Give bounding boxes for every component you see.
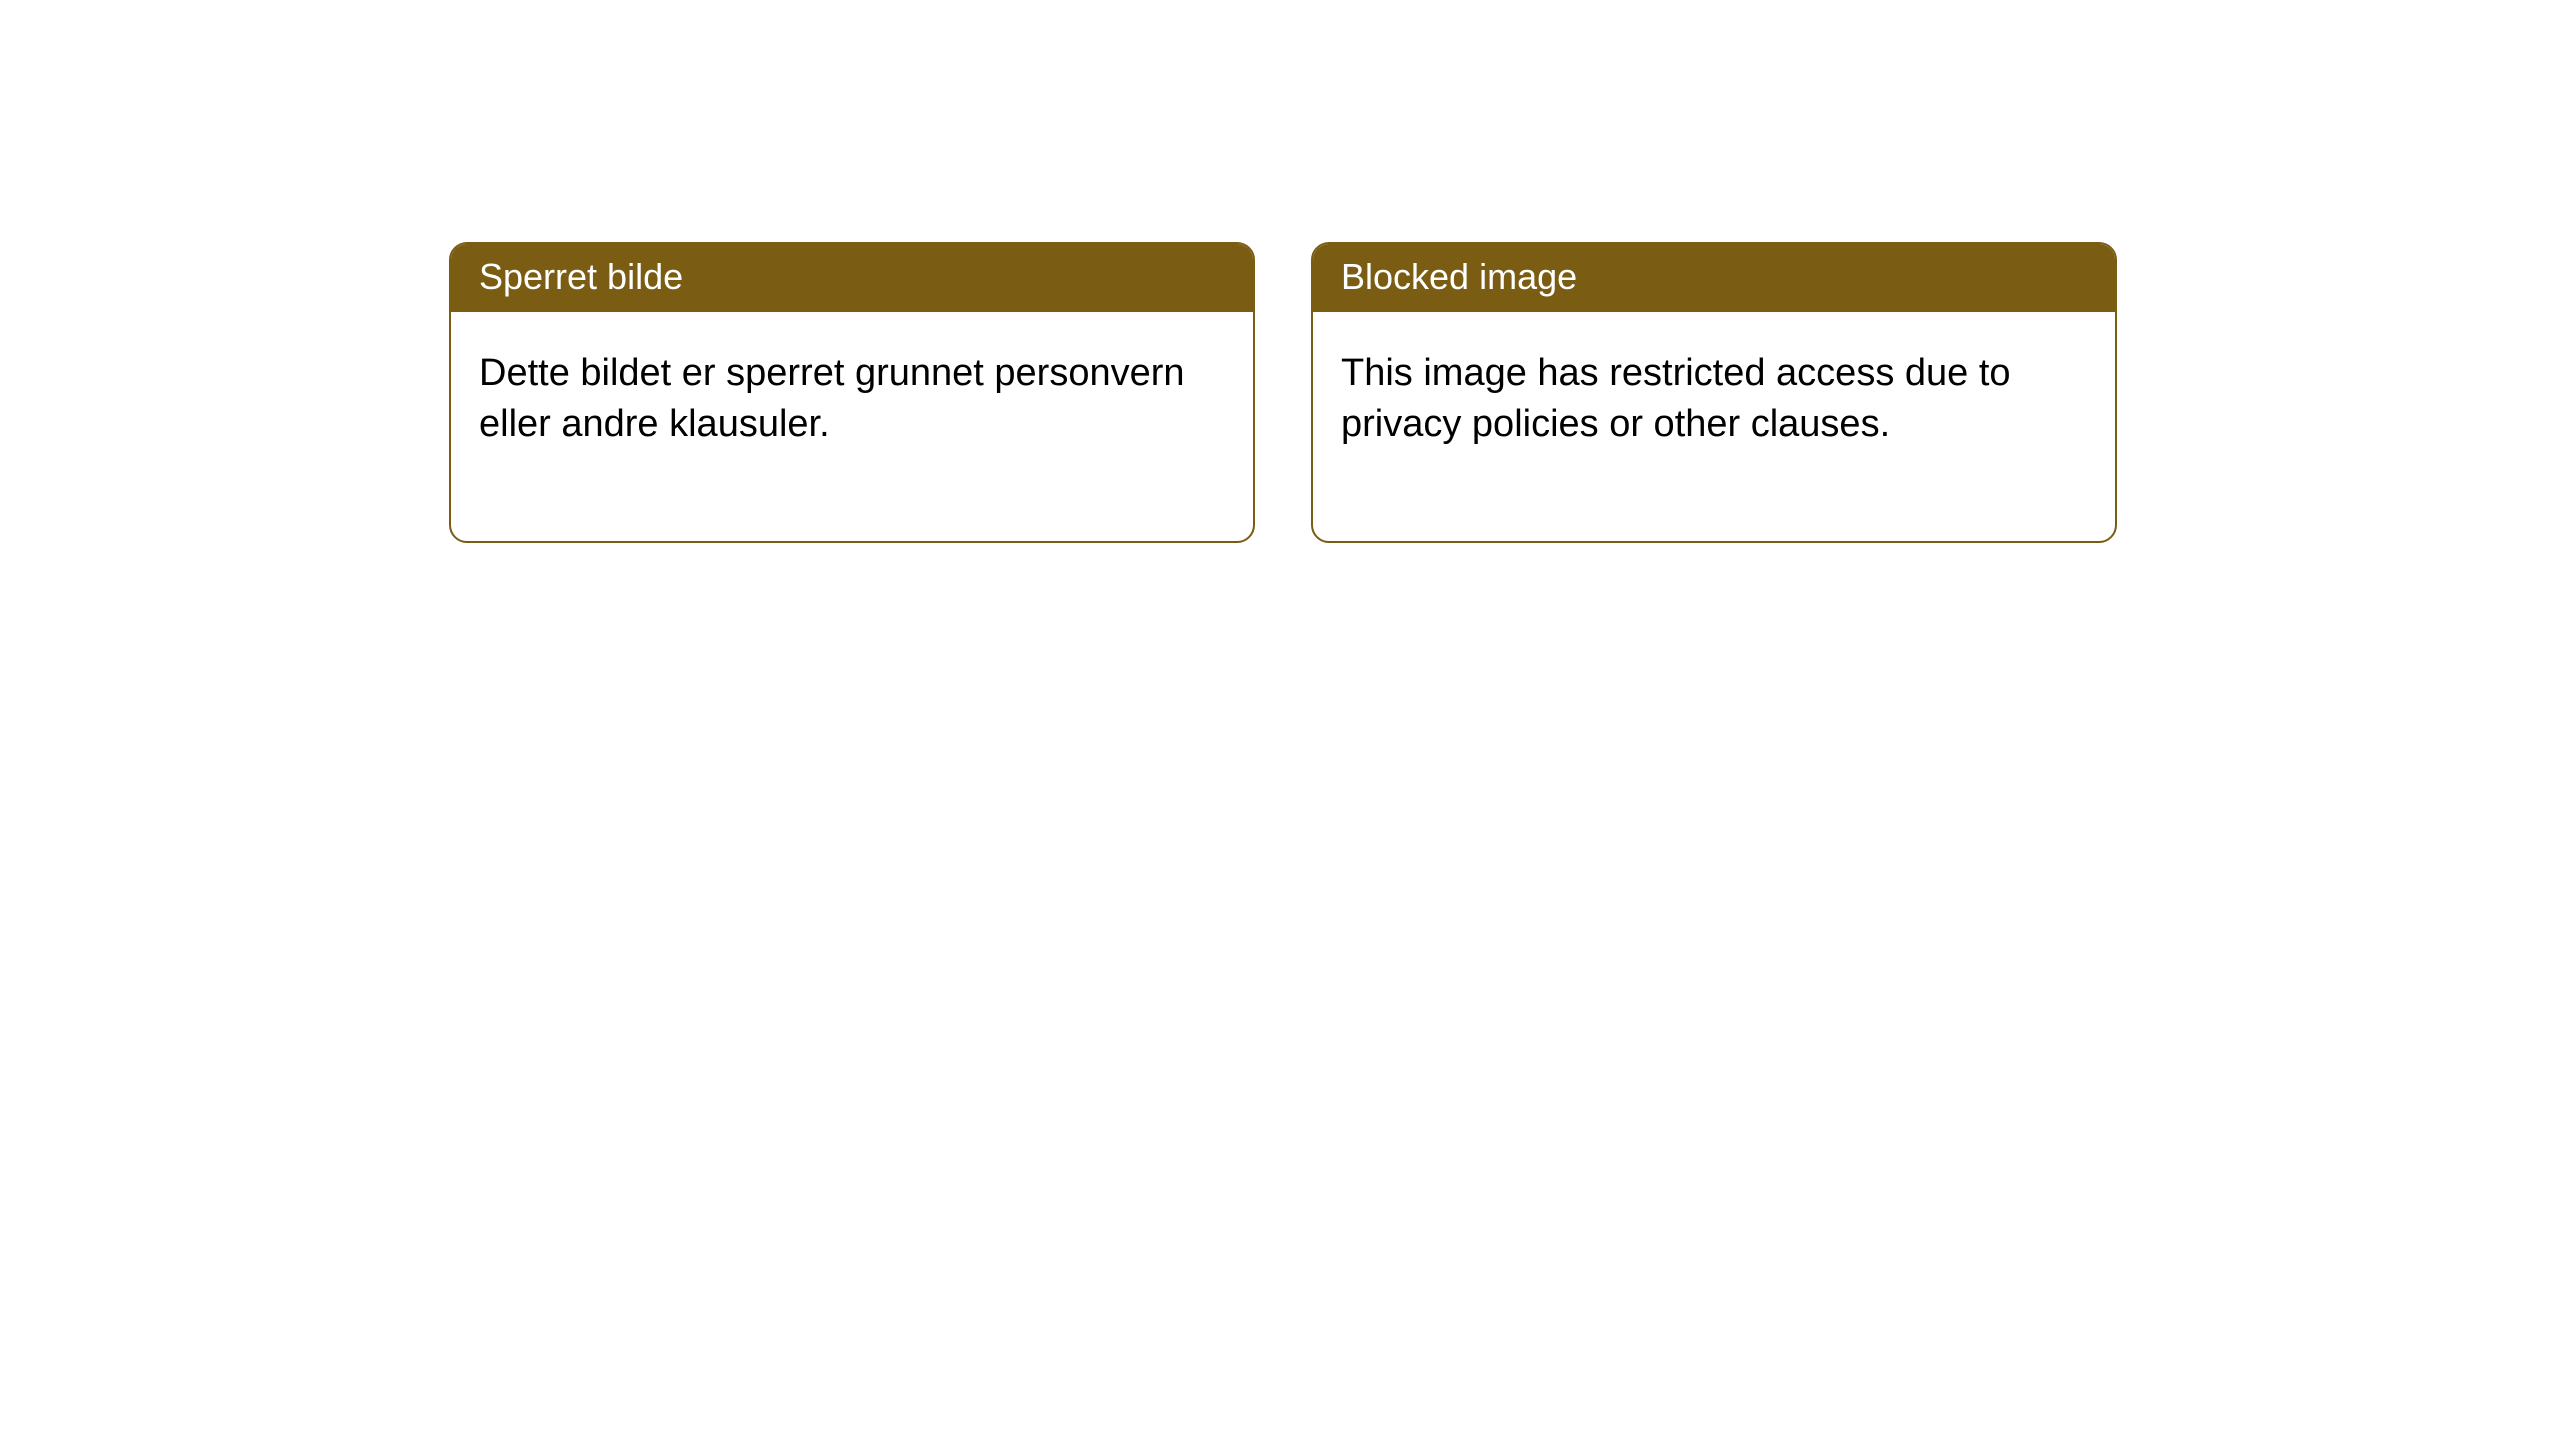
notice-box-norwegian: Sperret bilde Dette bildet er sperret gr…: [449, 242, 1255, 543]
notice-text: Dette bildet er sperret grunnet personve…: [479, 352, 1185, 445]
notice-box-english: Blocked image This image has restricted …: [1311, 242, 2117, 543]
notice-text: This image has restricted access due to …: [1341, 352, 2011, 445]
notice-body: Dette bildet er sperret grunnet personve…: [451, 312, 1253, 541]
notice-container: Sperret bilde Dette bildet er sperret gr…: [449, 242, 2117, 543]
notice-title: Blocked image: [1341, 256, 1577, 297]
notice-header: Blocked image: [1313, 244, 2115, 312]
notice-header: Sperret bilde: [451, 244, 1253, 312]
notice-body: This image has restricted access due to …: [1313, 312, 2115, 541]
notice-title: Sperret bilde: [479, 256, 683, 297]
